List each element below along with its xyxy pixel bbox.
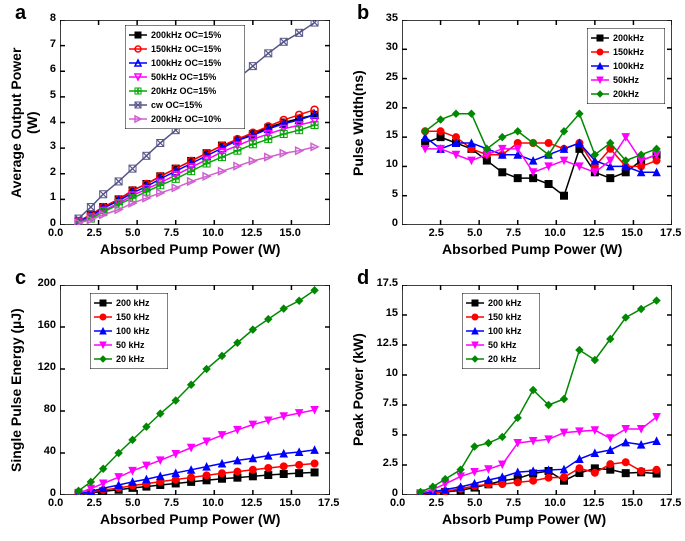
ytick-label: 40 (44, 445, 56, 457)
svg-text:200kHz: 200kHz (613, 33, 645, 43)
panel-a-label: a (15, 2, 26, 25)
ytick-label: 5 (392, 427, 398, 439)
panel-b-ylabel: Pulse Width(ns) (350, 38, 366, 208)
ytick-label: 4 (50, 115, 56, 127)
ytick-label: 160 (38, 319, 56, 331)
svg-text:200kHz OC=15%: 200kHz OC=15% (151, 30, 221, 40)
panel-d-xlabel: Absorb Pump Power (W) (442, 511, 606, 527)
panel-a-ylabel: Average Output Power (W) (8, 38, 40, 208)
xtick-label: 7.5 (164, 227, 179, 239)
ytick-label: 15 (386, 129, 398, 141)
svg-text:20kHz: 20kHz (613, 89, 640, 99)
panel-c-ylabel: Single Pulse Energy (µJ) (8, 305, 24, 475)
xtick-label: 17.5 (660, 497, 681, 509)
xtick-label: 10.0 (202, 227, 223, 239)
svg-text:50kHz: 50kHz (613, 75, 640, 85)
panel-b-legend: 200kHz 150kHz 100kHz 50kHz 20kHz (587, 28, 665, 104)
ytick-label: 2.5 (383, 457, 398, 469)
ytick-label: 200 (38, 277, 56, 289)
xtick-label: 2.5 (87, 227, 102, 239)
xtick-label: 2.5 (87, 497, 102, 509)
ytick-label: 5 (392, 188, 398, 200)
xtick-label: 7.5 (506, 497, 521, 509)
svg-text:150 kHz: 150 kHz (488, 312, 522, 322)
ytick-label: 35 (386, 12, 398, 24)
svg-text:50 kHz: 50 kHz (488, 340, 517, 350)
xtick-label: 7.5 (164, 497, 179, 509)
ytick-label: 30 (386, 41, 398, 53)
xtick-label: 7.5 (506, 227, 521, 239)
ytick-label: 15 (386, 307, 398, 319)
ytick-label: 7 (50, 38, 56, 50)
svg-text:200 kHz: 200 kHz (488, 298, 522, 308)
ytick-label: 12.5 (377, 337, 398, 349)
xtick-label: 5.0 (467, 497, 482, 509)
ytick-label: 6 (50, 63, 56, 75)
ytick-label: 20 (386, 100, 398, 112)
xtick-label: 2.5 (429, 497, 444, 509)
panel-c-legend: 200 kHz 150 kHz 100 kHz 50 kHz 20 kHz (90, 293, 168, 369)
xtick-label: 5.0 (467, 227, 482, 239)
xtick-label: 5.0 (125, 227, 140, 239)
svg-text:20kHz OC=15%: 20kHz OC=15% (151, 86, 216, 96)
svg-text:20 kHz: 20 kHz (488, 354, 517, 364)
svg-text:100kHz OC=15%: 100kHz OC=15% (151, 58, 221, 68)
xtick-label: 10.0 (544, 227, 565, 239)
xtick-label: 2.5 (429, 227, 444, 239)
panel-b-xlabel: Absorbed Pump Power (W) (442, 241, 622, 257)
panel-a-xlabel: Absorbed Pump Power (W) (100, 241, 280, 257)
ytick-label: 10 (386, 367, 398, 379)
svg-text:50 kHz: 50 kHz (116, 340, 145, 350)
panel-d-ylabel: Peak Power (kW) (350, 305, 366, 475)
svg-text:150kHz OC=15%: 150kHz OC=15% (151, 44, 221, 54)
ytick-label: 5 (50, 89, 56, 101)
svg-text:100 kHz: 100 kHz (116, 326, 150, 336)
svg-text:150kHz: 150kHz (613, 47, 645, 57)
panel-d-label: d (357, 267, 369, 290)
ytick-label: 2 (50, 166, 56, 178)
xtick-label: 15.0 (621, 497, 642, 509)
xtick-label: 17.5 (318, 497, 339, 509)
xtick-label: 15.0 (279, 227, 300, 239)
xtick-label: 15.0 (621, 227, 642, 239)
ytick-label: 80 (44, 403, 56, 415)
xtick-label: 10.0 (202, 497, 223, 509)
svg-text:200 kHz: 200 kHz (116, 298, 150, 308)
ytick-label: 0 (392, 487, 398, 499)
ytick-label: 0 (392, 217, 398, 229)
ytick-label: 8 (50, 12, 56, 24)
svg-text:50kHz OC=15%: 50kHz OC=15% (151, 72, 216, 82)
ytick-label: 17.5 (377, 277, 398, 289)
panel-c-label: c (15, 267, 26, 290)
xtick-label: 12.5 (583, 227, 604, 239)
svg-text:150 kHz: 150 kHz (116, 312, 150, 322)
svg-text:100kHz: 100kHz (613, 61, 645, 71)
xtick-label: 5.0 (125, 497, 140, 509)
svg-text:cw OC=15%: cw OC=15% (151, 100, 202, 110)
panel-b-label: b (357, 2, 369, 25)
ytick-label: 120 (38, 361, 56, 373)
xtick-label: 17.5 (660, 227, 681, 239)
xtick-label: 10.0 (544, 497, 565, 509)
ytick-label: 25 (386, 71, 398, 83)
svg-text:100 kHz: 100 kHz (488, 326, 522, 336)
svg-text:20 kHz: 20 kHz (116, 354, 145, 364)
xtick-label: 12.5 (241, 227, 262, 239)
ytick-label: 0 (50, 217, 56, 229)
panel-c-xlabel: Absorbed Pump Power (W) (100, 511, 280, 527)
panel-a-legend: 200kHz OC=15% 150kHz OC=15% 100kHz OC=15% 5… (125, 25, 245, 129)
ytick-label: 0 (50, 487, 56, 499)
panel-d-legend: 200 kHz 150 kHz 100 kHz 50 kHz 20 kHz (462, 293, 540, 369)
ytick-label: 3 (50, 140, 56, 152)
ytick-label: 7.5 (383, 397, 398, 409)
xtick-label: 15.0 (279, 497, 300, 509)
xtick-label: 12.5 (241, 497, 262, 509)
svg-text:200kHz OC=10%: 200kHz OC=10% (151, 114, 221, 124)
ytick-label: 1 (50, 191, 56, 203)
xtick-label: 12.5 (583, 497, 604, 509)
ytick-label: 10 (386, 158, 398, 170)
